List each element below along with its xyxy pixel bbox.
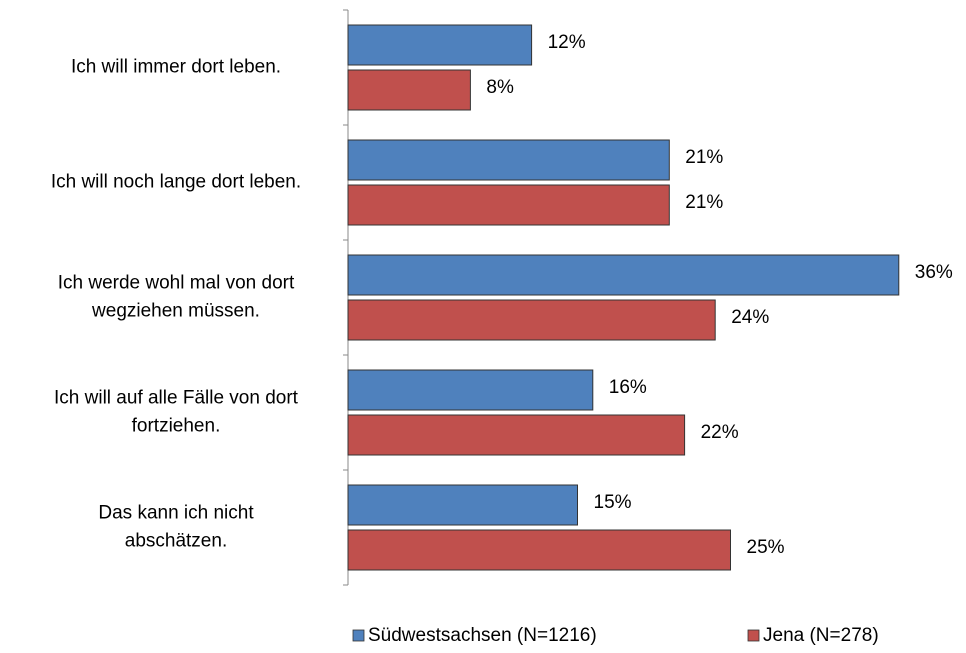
- category-label: Das kann ich nicht: [98, 503, 254, 524]
- bar: [347, 484, 578, 526]
- category-label: Ich werde wohl mal von dort: [58, 273, 295, 294]
- data-label: 21%: [685, 147, 723, 168]
- legend-label: Südwestsachsen (N=1216): [368, 625, 597, 646]
- legend-swatch: [352, 629, 365, 642]
- data-label: 22%: [701, 422, 739, 443]
- category-label: abschätzen.: [125, 531, 227, 552]
- category-label: Ich will noch lange dort leben.: [51, 172, 301, 193]
- bar: [347, 139, 670, 181]
- bar: [347, 254, 900, 296]
- data-label: 21%: [685, 192, 723, 213]
- bar: [347, 369, 594, 411]
- category-label: wegziehen müssen.: [91, 301, 260, 322]
- bar: [347, 299, 716, 341]
- legend-label: Jena (N=278): [763, 625, 879, 646]
- data-label: 24%: [731, 307, 769, 328]
- category-label: Ich will immer dort leben.: [71, 57, 281, 78]
- data-label: 15%: [594, 492, 632, 513]
- category-label: fortziehen.: [132, 416, 221, 437]
- bar: [347, 414, 686, 456]
- data-label: 36%: [915, 262, 953, 283]
- category-label: Ich will auf alle Fälle von dort: [54, 388, 299, 409]
- data-label: 25%: [747, 537, 785, 558]
- data-label: 12%: [548, 32, 586, 53]
- bar: [347, 69, 471, 111]
- bar: [347, 184, 670, 226]
- legend-swatch: [747, 629, 760, 642]
- data-label: 16%: [609, 377, 647, 398]
- data-label: 8%: [486, 77, 514, 98]
- bar: [347, 24, 533, 66]
- bar: [347, 529, 731, 571]
